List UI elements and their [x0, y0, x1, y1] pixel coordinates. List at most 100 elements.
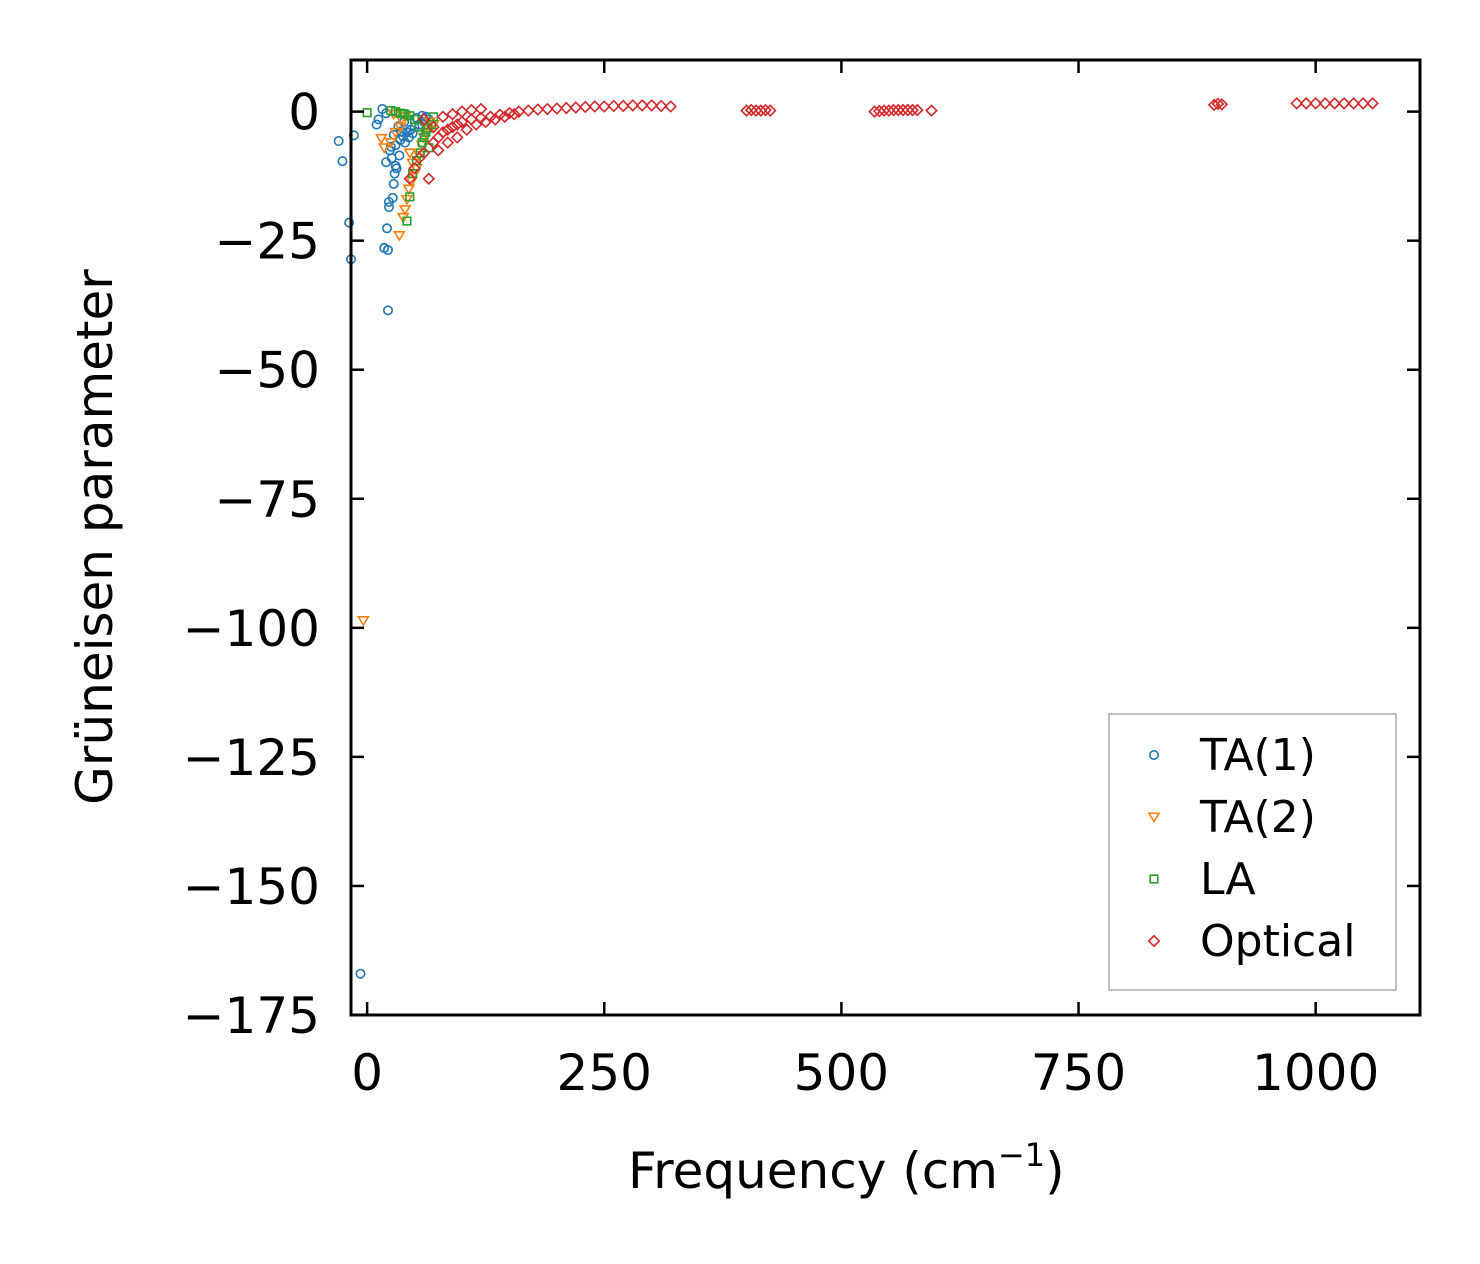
data-point	[1290, 97, 1304, 110]
data-point	[441, 123, 455, 137]
data-point	[431, 144, 445, 157]
data-point	[744, 103, 758, 117]
x-tick-labels: 0 250 500 750 1000	[351, 1044, 1379, 1102]
data-point	[763, 104, 777, 117]
data-point	[541, 102, 554, 116]
legend-label: TA(2)	[1199, 792, 1316, 843]
data-point	[417, 113, 431, 126]
legend-label: TA(1)	[1199, 730, 1316, 781]
data-point	[389, 127, 403, 139]
data-point	[402, 216, 412, 226]
data-point	[446, 120, 459, 134]
data-point	[654, 99, 668, 113]
data-point	[382, 223, 393, 234]
series-ta-1	[333, 104, 434, 979]
legend-marker	[1149, 749, 1160, 760]
y-tick-label: −50	[214, 342, 320, 400]
data-point	[441, 136, 455, 149]
data-point	[450, 131, 464, 144]
data-point	[446, 107, 459, 121]
data-point	[559, 101, 573, 115]
data-point	[436, 110, 450, 124]
data-point	[901, 103, 915, 117]
axis-ticks	[351, 60, 1420, 1017]
data-point	[436, 125, 450, 139]
data-point	[754, 104, 768, 117]
x-tick-label: 500	[794, 1044, 889, 1102]
y-tick-label: −75	[214, 471, 320, 529]
data-point	[419, 132, 429, 143]
data-point	[417, 146, 431, 160]
data-point	[423, 123, 433, 133]
data-point	[422, 172, 436, 186]
data-point	[392, 230, 406, 242]
y-tick-label: −175	[183, 987, 320, 1045]
data-point	[377, 143, 391, 154]
data-point	[910, 103, 924, 117]
data-point	[1337, 97, 1351, 110]
y-tick-labels: 0 −25 −50 −75 −100 −125 −150 −175	[183, 84, 320, 1045]
series-ta-2	[356, 109, 440, 627]
data-point	[896, 103, 910, 117]
data-point	[355, 968, 366, 979]
data-point	[645, 99, 659, 112]
data-point	[740, 104, 753, 117]
data-point	[371, 119, 382, 130]
data-point	[882, 104, 896, 117]
data-point	[398, 109, 408, 119]
data-point	[1299, 97, 1313, 110]
data-point	[578, 100, 592, 114]
data-point	[877, 104, 891, 117]
data-point	[488, 113, 502, 126]
data-point	[635, 99, 649, 112]
data-point	[749, 104, 763, 117]
data-point	[1309, 97, 1322, 110]
data-point	[507, 107, 521, 121]
data-point	[403, 172, 417, 186]
data-point	[373, 114, 384, 125]
data-point	[382, 244, 393, 255]
legend-label: LA	[1200, 854, 1256, 905]
x-axis-label: Frequency (cm−1)	[628, 1136, 1065, 1200]
x-tick-label: 1000	[1252, 1044, 1379, 1102]
plot-frame	[349, 58, 1422, 1017]
data-point	[374, 133, 388, 145]
y-tick-label: 0	[288, 84, 320, 142]
data-point	[607, 99, 621, 113]
data-point	[1318, 97, 1332, 110]
data-point	[522, 104, 535, 117]
data-point	[550, 102, 564, 115]
data-point	[597, 100, 611, 113]
data-point	[474, 102, 488, 116]
data-point	[626, 99, 640, 112]
data-point	[1211, 97, 1225, 111]
data-point	[1356, 97, 1370, 110]
data-point	[664, 100, 677, 113]
data-point	[414, 122, 424, 132]
data-point	[362, 108, 372, 118]
data-point	[402, 184, 416, 196]
data-point	[344, 217, 355, 228]
data-point	[403, 148, 417, 159]
data-point	[460, 123, 474, 137]
data-point	[400, 194, 414, 206]
data-point	[405, 192, 415, 202]
data-point	[891, 103, 905, 117]
data-point	[408, 162, 421, 175]
data-point	[759, 103, 772, 117]
data-point	[531, 103, 545, 116]
y-tick-label: −100	[183, 600, 320, 658]
data-point	[906, 103, 919, 117]
legend-marker	[1147, 812, 1161, 824]
data-point	[1328, 97, 1341, 110]
data-point	[925, 104, 938, 117]
legend-marker	[1149, 874, 1159, 884]
legend-label: Optical	[1200, 916, 1355, 967]
data-point	[455, 105, 469, 118]
data-point	[398, 205, 412, 216]
x-tick-label: 0	[351, 1044, 383, 1102]
data-point	[381, 157, 392, 168]
y-tick-label: −25	[214, 213, 320, 271]
data-point	[427, 120, 440, 134]
